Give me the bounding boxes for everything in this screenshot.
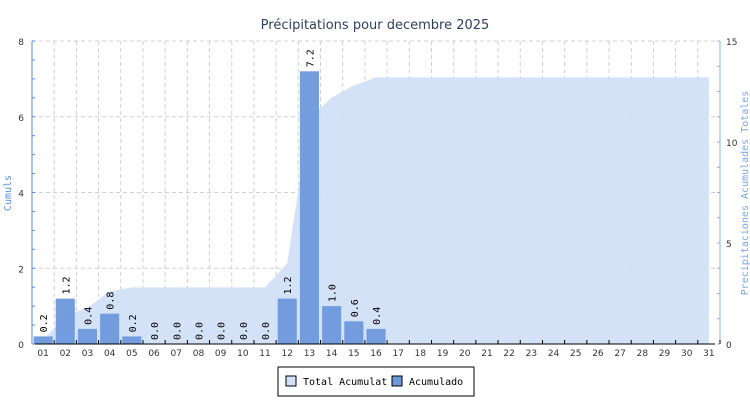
x-tick-label: 29 [659,349,671,359]
bar-label: 0.0 [239,322,250,340]
bar-label: 1.0 [328,284,339,302]
bar-label: 0.0 [150,322,161,340]
x-tick-label: 16 [370,349,382,359]
x-tick-label: 21 [481,349,492,359]
bar [299,71,319,345]
legend: Total Acumulat Acumulado [277,366,475,397]
x-tick-label: 26 [592,349,604,359]
x-tick-label: 22 [503,349,514,359]
bar-label: 7.2 [305,49,316,67]
x-tick-label: 07 [171,349,182,359]
x-tick-label: 13 [304,349,315,359]
x-tick-label: 24 [548,349,560,359]
x-tick-label: 27 [614,349,625,359]
x-tick-label: 01 [37,349,48,359]
bar [322,306,342,344]
y2-tick-label: 15 [726,38,737,48]
x-tick-label: 19 [437,349,449,359]
bar-label: 0.8 [106,292,117,310]
x-tick-label: 05 [126,349,137,359]
x-tick-label: 23 [526,349,537,359]
y2-tick-label: 10 [726,139,738,149]
bar-label: 0.2 [128,314,139,332]
y-tick-label: 2 [18,265,24,275]
bar-label: 0.4 [83,307,94,325]
y-axis-label: Cumuls [3,175,14,211]
y2-tick-label: 0 [726,341,732,351]
x-tick-label: 06 [148,349,160,359]
bar-label: 1.2 [283,276,294,294]
x-tick-label: 03 [82,349,93,359]
x-tick-label: 31 [703,349,714,359]
bar [344,321,364,344]
legend-swatch-acumulado [391,375,403,387]
chart-title: Précipitations pour decembre 2025 [261,18,490,33]
x-tick-label: 08 [193,349,205,359]
y-tick-label: 6 [18,114,24,124]
x-tick-label: 25 [570,349,581,359]
x-tick-label: 12 [281,349,292,359]
bars-layer: 0.2 1.2 0.4 0.8 0.2 0.0 0.0 0.0 0.0 0.0 0.0 1.2 7.2 1… [33,49,386,345]
bar-label: 1.2 [61,276,72,294]
x-tick-label: 18 [415,349,427,359]
bar [122,336,142,344]
cumulative-area-layer [32,77,709,345]
bar-label: 0.0 [261,322,272,340]
y2-axis-label: Precipitaciones Acumulades Totales [740,91,750,296]
bar [55,298,75,344]
x-tick-label: 28 [637,349,649,359]
bar [366,328,386,344]
y-tick-label: 8 [18,38,24,48]
bar-label: 0.2 [39,314,50,332]
x-tick-label: 30 [681,349,693,359]
bar [277,298,297,344]
x-tick-label: 04 [104,349,116,359]
y2-tick-label: 5 [726,240,732,250]
y-tick-label: 4 [18,190,24,200]
legend-label-total: Total Acumulat [303,377,387,388]
x-tick-label: 17 [392,349,403,359]
bar [33,336,53,344]
x-tick-label: 11 [259,349,270,359]
bar-label: 0.0 [217,322,228,340]
cumulative-area [32,77,709,345]
legend-swatch-total [285,375,297,387]
bar-label: 0.0 [172,322,183,340]
bar-label: 0.0 [194,322,205,340]
x-tick-label: 20 [459,349,471,359]
x-tick-label: 02 [60,349,71,359]
bar-label: 0.6 [350,299,361,317]
bar [100,313,120,344]
x-tick-label: 15 [348,349,359,359]
y-tick-label: 0 [18,341,24,351]
legend-label-acumulado: Acumulado [409,377,463,388]
bar [77,328,97,344]
bar-label: 0.4 [372,307,383,325]
x-tick-label: 10 [237,349,249,359]
x-tick-label: 14 [326,349,338,359]
x-tick-label: 09 [215,349,227,359]
